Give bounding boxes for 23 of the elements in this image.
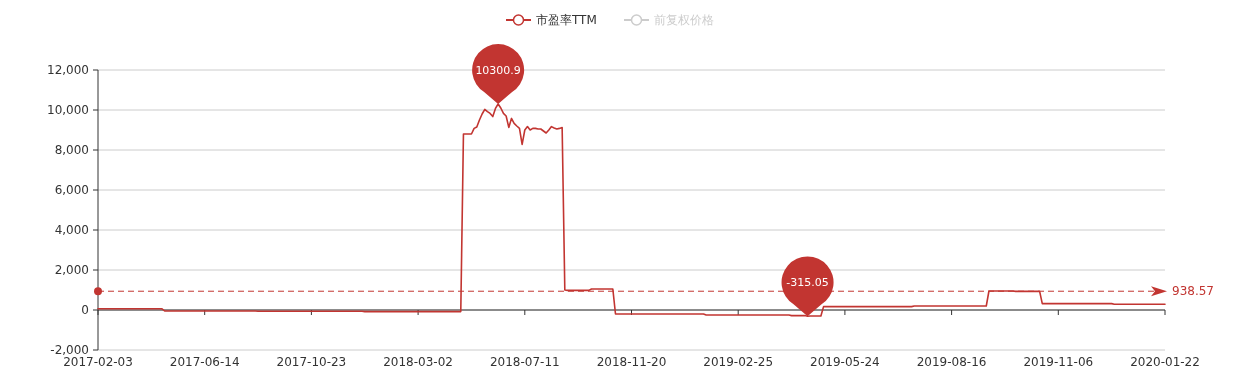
y-tick-label: 4,000 xyxy=(54,223,89,238)
y-tick-label: 6,000 xyxy=(54,183,89,198)
x-tick-label: 2018-07-11 xyxy=(489,355,560,369)
y-tick-label: 8,000 xyxy=(54,143,89,158)
legend-label: 市盈率TTM xyxy=(536,13,597,28)
y-tick-label: 2,000 xyxy=(54,263,89,278)
x-tick-label: 2019-11-06 xyxy=(1023,355,1094,369)
x-tick-label: 2018-03-02 xyxy=(383,355,453,369)
y-tick-label: 0 xyxy=(81,303,89,318)
x-tick-label: 2019-02-25 xyxy=(703,355,774,369)
ref-line-label: 938.57 xyxy=(1172,284,1214,299)
y-tick-label: 12,000 xyxy=(47,63,89,78)
annotation: -315.05 xyxy=(786,276,829,290)
x-tick-label: 2019-05-24 xyxy=(810,355,880,369)
x-tick-label: 2018-11-20 xyxy=(596,355,667,369)
annotation: 10300.9 xyxy=(475,63,521,77)
y-tick-label: 10,000 xyxy=(47,103,89,118)
x-tick-label: 2017-06-14 xyxy=(169,355,240,369)
y-tick-label: -2,000 xyxy=(50,343,89,358)
x-tick-label: 2020-01-22 xyxy=(1130,355,1200,369)
x-tick-label: 2017-02-03 xyxy=(63,355,133,369)
x-tick-label: 2019-08-16 xyxy=(916,355,987,369)
x-tick-label: 2017-10-23 xyxy=(276,355,347,369)
